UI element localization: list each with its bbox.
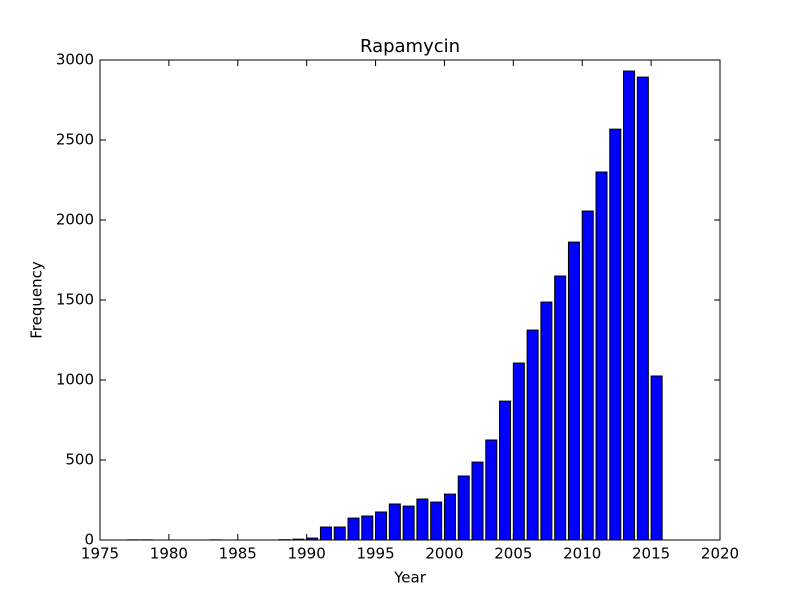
bar — [486, 440, 497, 540]
bar — [651, 376, 662, 540]
y-axis-label: Frequency — [28, 261, 46, 339]
y-tick-label: 1000 — [56, 371, 94, 389]
bar — [458, 476, 469, 540]
bar — [376, 512, 387, 540]
x-tick-label: 2005 — [494, 545, 532, 563]
bar — [527, 330, 538, 540]
x-tick-label: 1990 — [288, 545, 326, 563]
bar — [444, 494, 455, 540]
y-tick-label: 500 — [65, 451, 94, 469]
bar — [568, 242, 579, 540]
chart-title: Rapamycin — [360, 36, 460, 57]
bar — [596, 172, 607, 540]
y-tick-label: 2000 — [56, 211, 94, 229]
bar — [362, 516, 373, 540]
bar — [403, 506, 414, 540]
bar — [334, 527, 345, 540]
x-tick-label: 1980 — [150, 545, 188, 563]
bar — [637, 77, 648, 540]
x-tick-label: 2020 — [701, 545, 739, 563]
bar — [555, 276, 566, 540]
x-tick-label: 2015 — [632, 545, 670, 563]
x-tick-label: 2000 — [425, 545, 463, 563]
bar — [320, 527, 331, 540]
bar — [348, 518, 359, 540]
bar — [624, 71, 635, 540]
x-tick-label: 1975 — [81, 545, 119, 563]
bar — [417, 499, 428, 540]
x-tick-label: 2010 — [563, 545, 601, 563]
bar — [431, 502, 442, 540]
bar — [472, 462, 483, 540]
y-tick-label: 2500 — [56, 131, 94, 149]
y-tick-label: 3000 — [56, 51, 94, 69]
bar — [513, 363, 524, 540]
bar — [389, 504, 400, 540]
bar — [582, 211, 593, 540]
x-tick-label: 1985 — [219, 545, 257, 563]
bar — [541, 302, 552, 540]
bar — [610, 129, 621, 540]
y-tick-label: 1500 — [56, 291, 94, 309]
bar — [500, 401, 511, 540]
x-axis-label: Year — [393, 569, 427, 587]
x-tick-label: 1995 — [356, 545, 394, 563]
